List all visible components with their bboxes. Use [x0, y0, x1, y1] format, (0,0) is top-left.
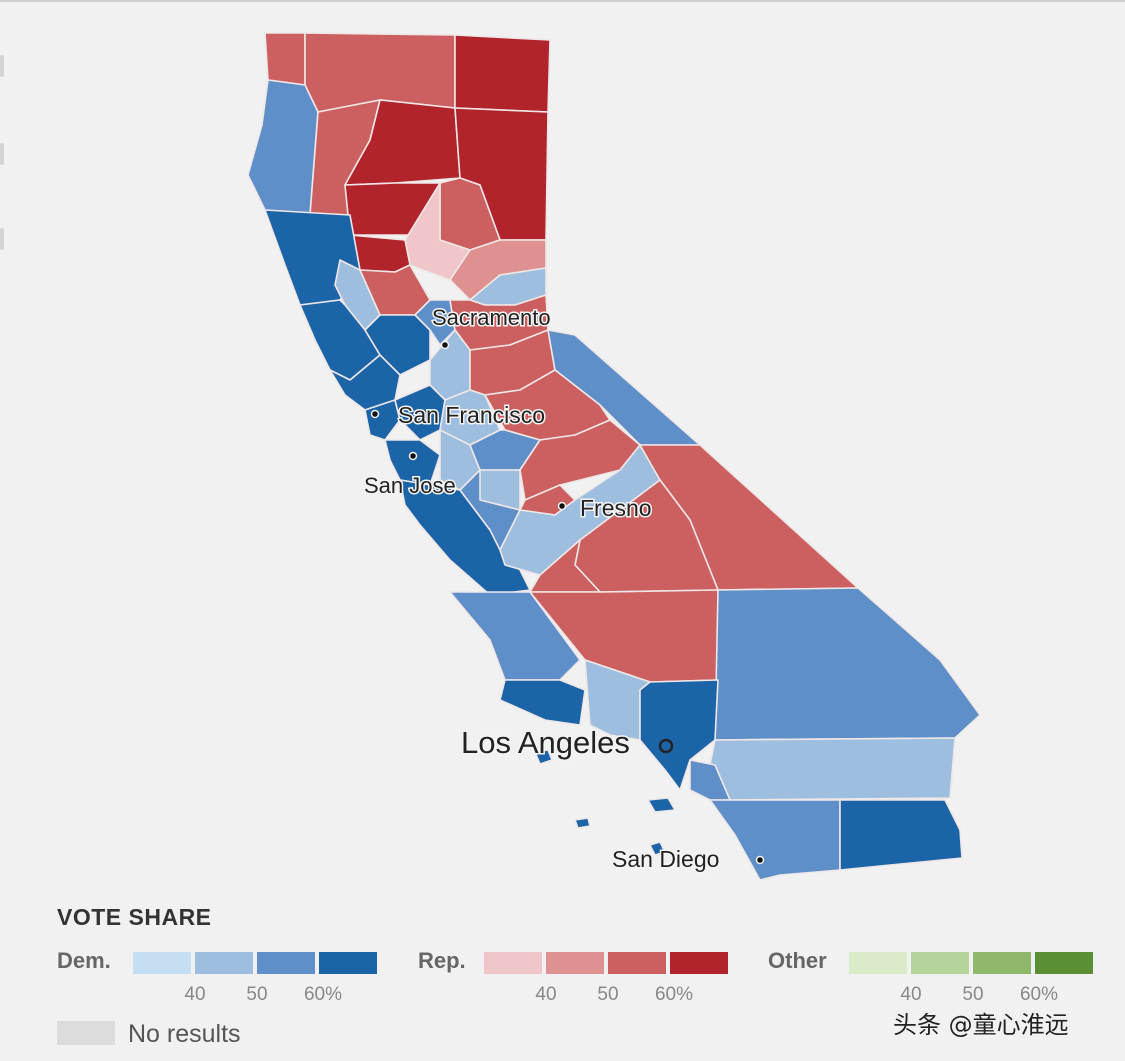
legend-tick: 60%: [654, 984, 694, 1005]
edge-mark: [0, 228, 4, 250]
city-marker: [370, 409, 380, 419]
city-marker: [440, 340, 450, 350]
legend-swatch-dem: [133, 952, 191, 974]
city-label: San Jose: [364, 473, 456, 498]
legend-group-dem: Dem. 40 50 60%: [57, 948, 417, 1008]
city-label: Sacramento: [432, 305, 551, 330]
city-label: Fresno: [580, 495, 652, 521]
legend-label-rep: Rep.: [418, 948, 466, 973]
no-results-swatch: [57, 1021, 115, 1045]
legend-swatch-rep: [546, 952, 604, 974]
island: [649, 841, 666, 856]
city-marker: [755, 855, 765, 865]
legend-swatch-rep: [608, 952, 666, 974]
city-marker: [557, 501, 567, 511]
legend-swatch-dem: [257, 952, 315, 974]
county-layer: [247, 32, 981, 881]
legend-tick: 50: [597, 984, 619, 1005]
city-marker: [408, 451, 418, 461]
legend-label-dem: Dem.: [57, 948, 111, 973]
watermark: 头条 @童心淮远: [893, 1011, 1069, 1039]
county: [454, 34, 551, 113]
county: [639, 679, 719, 791]
legend-swatch-other: [973, 952, 1031, 974]
legend-swatch-rep: [670, 952, 728, 974]
county: [247, 79, 319, 216]
legend-tick: 40: [535, 984, 557, 1005]
county: [499, 679, 586, 726]
legend-group-other: Other 40 50 60%: [768, 948, 1125, 1008]
legend-swatch-other: [849, 952, 907, 974]
city-label: Los Angeles: [461, 725, 630, 760]
county: [399, 479, 531, 596]
legend-tick: 50: [246, 984, 268, 1005]
county: [714, 587, 981, 741]
legend-swatch-other: [911, 952, 969, 974]
county: [329, 354, 401, 411]
edge-mark: [0, 55, 4, 77]
county: [529, 539, 601, 593]
legend-tick: 40: [900, 984, 922, 1005]
county: [839, 799, 963, 871]
legend-swatch-dem: [319, 952, 377, 974]
city-marker: [658, 738, 674, 754]
legend-tick: 60%: [1019, 984, 1059, 1005]
legend-label-other: Other: [768, 948, 827, 973]
legend-title: VOTE SHARE: [57, 904, 212, 930]
top-rule: [0, 0, 1125, 2]
edge-mark: [0, 143, 4, 165]
county: [709, 737, 956, 801]
legend-tick: 40: [184, 984, 206, 1005]
legend-swatch-rep: [484, 952, 542, 974]
city-layer: Sacramento San Francisco San Jose Fresno Los…: [363, 304, 765, 874]
county: [709, 799, 841, 881]
city-label: San Francisco: [398, 402, 545, 428]
island: [534, 749, 553, 765]
city-label: San Diego: [612, 846, 719, 872]
legend-swatch-dem: [195, 952, 253, 974]
legend-tick: 50: [962, 984, 984, 1005]
legend-group-rep: Rep. 40 50 60%: [418, 948, 778, 1008]
legend-swatch-other: [1035, 952, 1093, 974]
no-results-label: No results: [128, 1020, 241, 1048]
county: [264, 32, 306, 86]
legend-tick: 60%: [303, 984, 343, 1005]
island: [574, 817, 591, 829]
island: [647, 797, 676, 813]
